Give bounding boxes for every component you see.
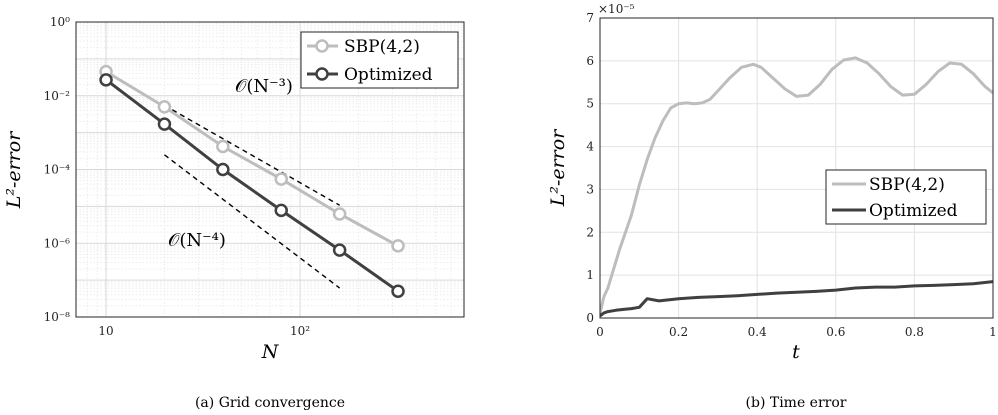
x-tick-label-b: 0.2: [669, 325, 688, 339]
legend-label-optimized-a: Optimized: [344, 65, 433, 85]
x-tick-label-b: 0.8: [905, 325, 924, 339]
y-tick-label-a: 10⁻²: [44, 89, 71, 103]
legend-a: SBP(4,2) Optimized: [300, 31, 459, 89]
data-point-sbp: [391, 239, 405, 253]
legend-label-optimized-b: Optimized: [869, 201, 958, 221]
legend-b: SBP(4,2) Optimized: [825, 169, 987, 225]
tick-labels-a: 10 10² 10⁰ 10⁻² 10⁻⁴ 10⁻⁶ 10⁻⁸: [44, 15, 311, 338]
data-point-optimized: [391, 284, 405, 298]
y-tick-label-b: 1: [586, 268, 594, 282]
reference-line: [164, 154, 341, 289]
legend-label-sbp-a: SBP(4,2): [344, 37, 420, 57]
ylabel-a: L²-error: [3, 130, 25, 210]
axes-frame-b: [599, 17, 994, 319]
series-line-optimized-b: [600, 280, 993, 318]
y-multiplier-b: ×10⁻⁵: [598, 2, 635, 16]
ref-label-n3: 𝒪(N⁻³): [235, 76, 293, 97]
series-line-sbp-a: [105, 70, 399, 248]
y-tick-label-a: 10⁰: [50, 15, 70, 29]
caption-a: (a) Grid convergence: [195, 395, 345, 411]
y-tick-label-b: 7: [586, 11, 594, 25]
axes-frame-a: [75, 21, 465, 318]
x-tick-label-b: 0.4: [748, 325, 767, 339]
series-b: [600, 56, 993, 318]
reference-lines-a: [164, 104, 341, 289]
ylabel-b: L²-error: [547, 128, 569, 208]
data-point-optimized: [274, 203, 289, 218]
x-tick-label-a: 10: [98, 324, 113, 338]
tick-labels-b: 0 0.2 0.4 0.6 0.8 1 0 1 2 3 4 5 6 7: [586, 11, 996, 339]
x-tick-label-a: 10²: [290, 324, 310, 338]
y-tick-label-b: 6: [586, 54, 594, 68]
series-a: [99, 64, 405, 298]
data-point-sbp: [157, 100, 172, 114]
caption-b: (b) Time error: [746, 395, 847, 411]
y-tick-label-a: 10⁻⁴: [44, 163, 71, 177]
plot-area-b: [600, 18, 993, 318]
panel-a: 10 10² 10⁰ 10⁻² 10⁻⁴ 10⁻⁶ 10⁻⁸ 𝒪(N⁻³) 𝒪(N⁻⁴) S…: [3, 15, 465, 411]
data-point-sbp: [332, 207, 347, 221]
data-point-optimized: [157, 117, 172, 131]
x-tick-label-b: 1: [989, 325, 997, 339]
series-line-sbp-b: [600, 56, 993, 315]
y-tick-label-b: 0: [586, 311, 594, 325]
y-tick-label-b: 4: [586, 140, 594, 154]
series-line-optimized-a: [105, 78, 399, 293]
xlabel-b: t: [792, 341, 800, 363]
y-tick-label-b: 3: [586, 182, 594, 196]
legend-box-a: [300, 31, 459, 89]
y-tick-label-b: 2: [586, 225, 594, 239]
y-tick-label-b: 5: [586, 97, 594, 111]
panel-b: 0 0.2 0.4 0.6 0.8 1 0 1 2 3 4 5 6 7 ×10⁻⁵ SBP(4,2) Op…: [547, 2, 997, 411]
y-tick-label-a: 10⁻⁸: [44, 310, 71, 324]
data-point-sbp: [216, 139, 230, 154]
data-point-optimized: [332, 243, 347, 257]
data-point-optimized: [99, 73, 113, 87]
legend-box-b: [825, 169, 987, 225]
xlabel-a: N: [261, 341, 280, 363]
x-tick-label-b: 0: [596, 325, 604, 339]
legend-marker-optimized: [315, 67, 329, 81]
ref-label-n4: 𝒪(N⁻⁴): [168, 230, 226, 251]
data-point-optimized: [216, 162, 230, 177]
reference-line: [164, 104, 340, 206]
legend-marker-sbp: [315, 39, 329, 53]
legend-label-sbp-b: SBP(4,2): [869, 175, 945, 195]
x-tick-label-b: 0.6: [826, 325, 845, 339]
data-point-sbp: [274, 172, 289, 186]
y-tick-label-a: 10⁻⁶: [44, 236, 71, 250]
